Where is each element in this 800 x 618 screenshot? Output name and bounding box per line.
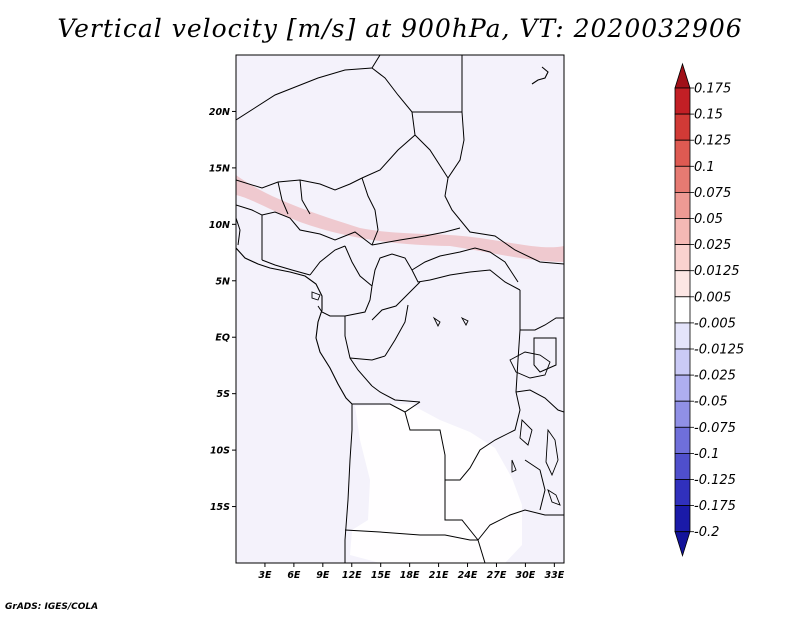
colorbar-label: -0.025	[694, 369, 736, 384]
colorbar-label: -0.1	[694, 447, 719, 462]
colorbar-label: -0.005	[694, 316, 736, 331]
colorbar-label: 0.15	[694, 108, 723, 123]
colorbar-swatch	[674, 374, 691, 402]
lat-tick-label: 5S	[217, 389, 231, 400]
lat-tick-label: 10N	[209, 220, 230, 231]
colorbar-top-arrow	[674, 62, 691, 89]
quiet-zone	[350, 404, 522, 563]
lat-axis: 20N 15N 10N 5N EQ 5S 10S 15S	[209, 107, 236, 513]
colorbar-label: -0.125	[694, 473, 736, 488]
colorbar-swatch	[674, 191, 691, 219]
colorbar-swatch	[674, 113, 691, 141]
country-borders	[236, 55, 564, 563]
lon-tick-label: 27E	[487, 570, 507, 581]
velocity-field	[236, 55, 564, 563]
colorbar-label: -0.2	[694, 525, 719, 540]
colorbar-label: 0.175	[694, 82, 731, 97]
colorbar-swatch	[674, 348, 691, 376]
lon-tick-label: 21E	[429, 570, 449, 581]
lon-tick-label: 33E	[544, 570, 564, 581]
colorbar-label: 0.075	[694, 186, 731, 201]
grads-credit: GrADS: IGES/COLA	[5, 602, 99, 612]
lat-tick-label: 15N	[209, 163, 230, 174]
colorbar: 0.175 0.15 0.125 0.1 0.075 0.05 0.025 0.0125 0.0…	[674, 62, 744, 558]
colorbar-swatch	[674, 426, 691, 454]
colorbar-label: 0.005	[694, 290, 731, 305]
colorbar-swatch	[674, 87, 691, 115]
colorbar-swatch	[674, 505, 691, 533]
lon-axis: 3E 6E 9E 12E 15E 18E 21E 24E 27E 30E 33E	[258, 563, 565, 581]
colorbar-label: 0.05	[694, 212, 723, 227]
lat-tick-label: EQ	[215, 333, 230, 344]
lon-tick-label: 18E	[400, 570, 420, 581]
colorbar-swatch	[674, 322, 691, 350]
coastline	[236, 66, 561, 506]
colorbar-swatch	[674, 165, 691, 193]
colorbar-label: -0.0125	[694, 343, 744, 358]
lat-tick-label: 20N	[209, 107, 230, 118]
colorbar-label: 0.1	[694, 160, 715, 175]
lon-tick-label: 9E	[316, 570, 330, 581]
lon-tick-label: 3E	[258, 570, 272, 581]
lat-tick-label: 10S	[210, 446, 230, 457]
colorbar-swatch	[674, 296, 691, 324]
colorbar-bottom-arrow	[674, 531, 691, 558]
colorbar-swatch	[674, 452, 691, 480]
lon-tick-label: 24E	[458, 570, 478, 581]
colorbar-label: -0.175	[694, 499, 736, 514]
colorbar-label: 0.0125	[694, 264, 740, 279]
convergence-band	[236, 175, 564, 262]
colorbar-swatch	[674, 244, 691, 272]
colorbar-label: 0.025	[694, 238, 731, 253]
colorbar-swatch	[674, 400, 691, 428]
lon-tick-label: 12E	[342, 570, 362, 581]
colorbar-label: -0.05	[694, 395, 728, 410]
plot-frame	[235, 54, 565, 564]
colorbar-swatch	[674, 270, 691, 298]
map-title: Vertical velocity [m/s] at 900hPa, VT: 2…	[57, 14, 743, 43]
lon-tick-label: 30E	[516, 570, 536, 581]
colorbar-swatch	[674, 479, 691, 507]
lon-tick-label: 15E	[371, 570, 391, 581]
lat-tick-label: 5N	[215, 276, 230, 287]
colorbar-label: 0.125	[694, 134, 731, 149]
colorbar-swatch	[674, 139, 691, 167]
colorbar-label: -0.075	[694, 421, 736, 436]
lat-tick-label: 15S	[210, 502, 230, 513]
colorbar-swatch	[674, 218, 691, 246]
lon-tick-label: 6E	[287, 570, 301, 581]
